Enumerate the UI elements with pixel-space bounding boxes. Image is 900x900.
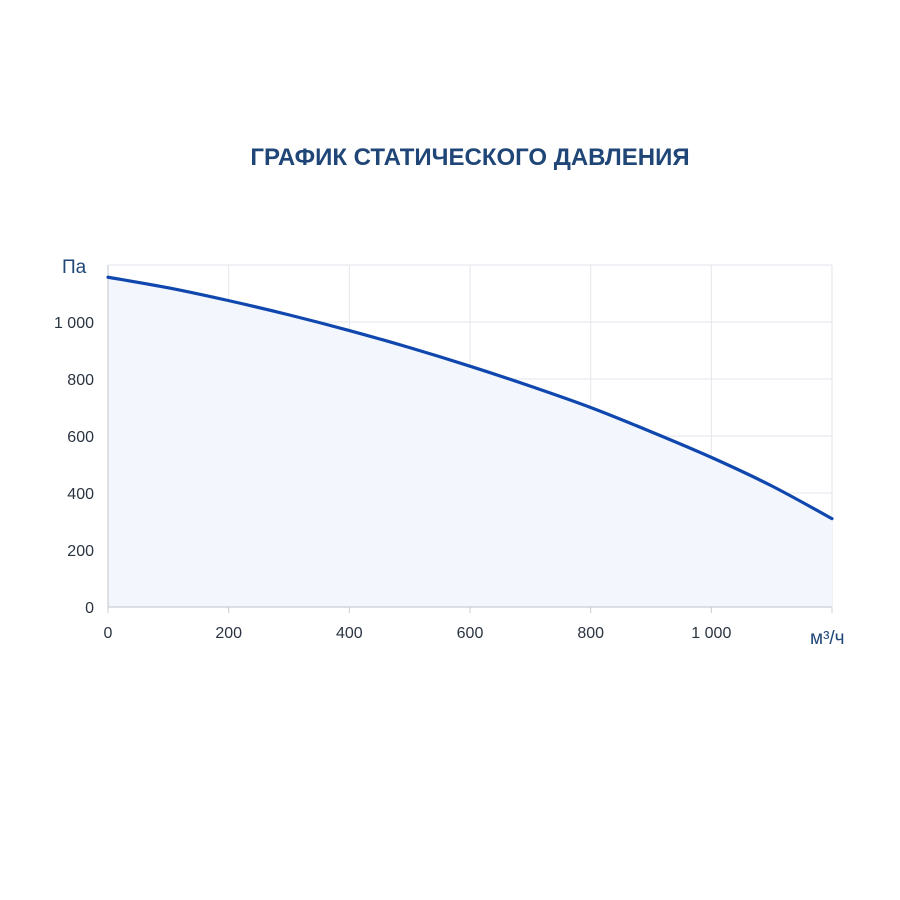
y-tick-label: 600 [67,429,94,446]
y-tick-label: 1 000 [54,315,94,332]
series-line [106,275,834,521]
x-tick-label: 600 [457,625,484,642]
x-tick-label: 1 000 [691,625,731,642]
area-layer [108,277,832,607]
y-tick-labels: 0 200 400 600 800 1 000 [54,315,94,617]
y-tick-label: 400 [67,486,94,503]
y-axis-unit-label: Па [62,257,87,278]
x-axis-unit-label: м³/ч [810,628,845,649]
series-area-fill [108,277,832,607]
x-tick-labels: 0 200 400 600 800 1 000 [104,625,732,642]
x-tick-label: 0 [104,625,113,642]
x-tick-label: 200 [215,625,242,642]
y-tick-label: 200 [67,543,94,560]
y-tick-label: 800 [67,372,94,389]
y-tick-label: 0 [85,600,94,617]
chart-title: ГРАФИК СТАТИЧЕСКОГО ДАВЛЕНИЯ [250,144,689,171]
x-tick-label: 400 [336,625,363,642]
x-tick-label: 800 [577,625,604,642]
axes [106,265,834,613]
